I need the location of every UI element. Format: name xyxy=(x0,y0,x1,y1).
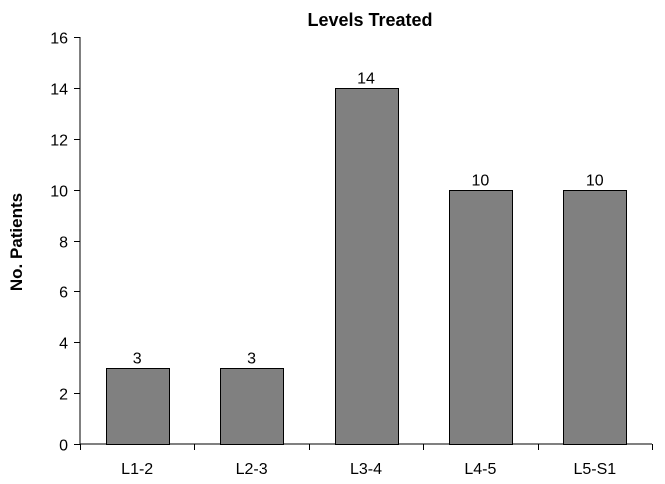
y-tick-label: 6 xyxy=(59,285,68,302)
x-tick-label: L4-5 xyxy=(464,461,496,478)
y-tick-label: 8 xyxy=(59,235,68,252)
y-tick-label: 2 xyxy=(59,387,68,404)
data-label-L1-2: 3 xyxy=(133,351,142,368)
x-tick-label: L3-4 xyxy=(350,461,382,478)
data-label-L5-S1: 10 xyxy=(586,173,604,190)
x-tick-label: L2-3 xyxy=(236,461,268,478)
bar-L3-4 xyxy=(335,88,399,445)
data-label-L4-5: 10 xyxy=(472,173,490,190)
plot-area: 0 2 4 6 8 10 12 14 16 3 L1-2 3 L2-3 14 L3-4 10 L4-5 10 L5-… xyxy=(50,31,653,478)
data-label-L3-4: 14 xyxy=(357,71,375,88)
x-tick-label: L5-S1 xyxy=(573,461,616,478)
bar-L2-3 xyxy=(220,368,284,445)
y-tick-label: 16 xyxy=(50,31,68,48)
y-tick-label: 4 xyxy=(59,336,68,353)
bar-L4-5 xyxy=(449,190,513,445)
y-axis-label: No. Patients xyxy=(7,193,26,291)
data-label-L2-3: 3 xyxy=(247,351,256,368)
bar-L5-S1 xyxy=(563,190,627,445)
y-tick-label: 14 xyxy=(50,82,68,99)
y-tick-label: 12 xyxy=(50,133,68,150)
y-tick-label: 0 xyxy=(59,438,68,455)
chart-title: Levels Treated xyxy=(307,10,432,30)
y-tick-label: 10 xyxy=(50,184,68,201)
x-tick-label: L1-2 xyxy=(121,461,153,478)
bar-L1-2 xyxy=(106,368,170,445)
